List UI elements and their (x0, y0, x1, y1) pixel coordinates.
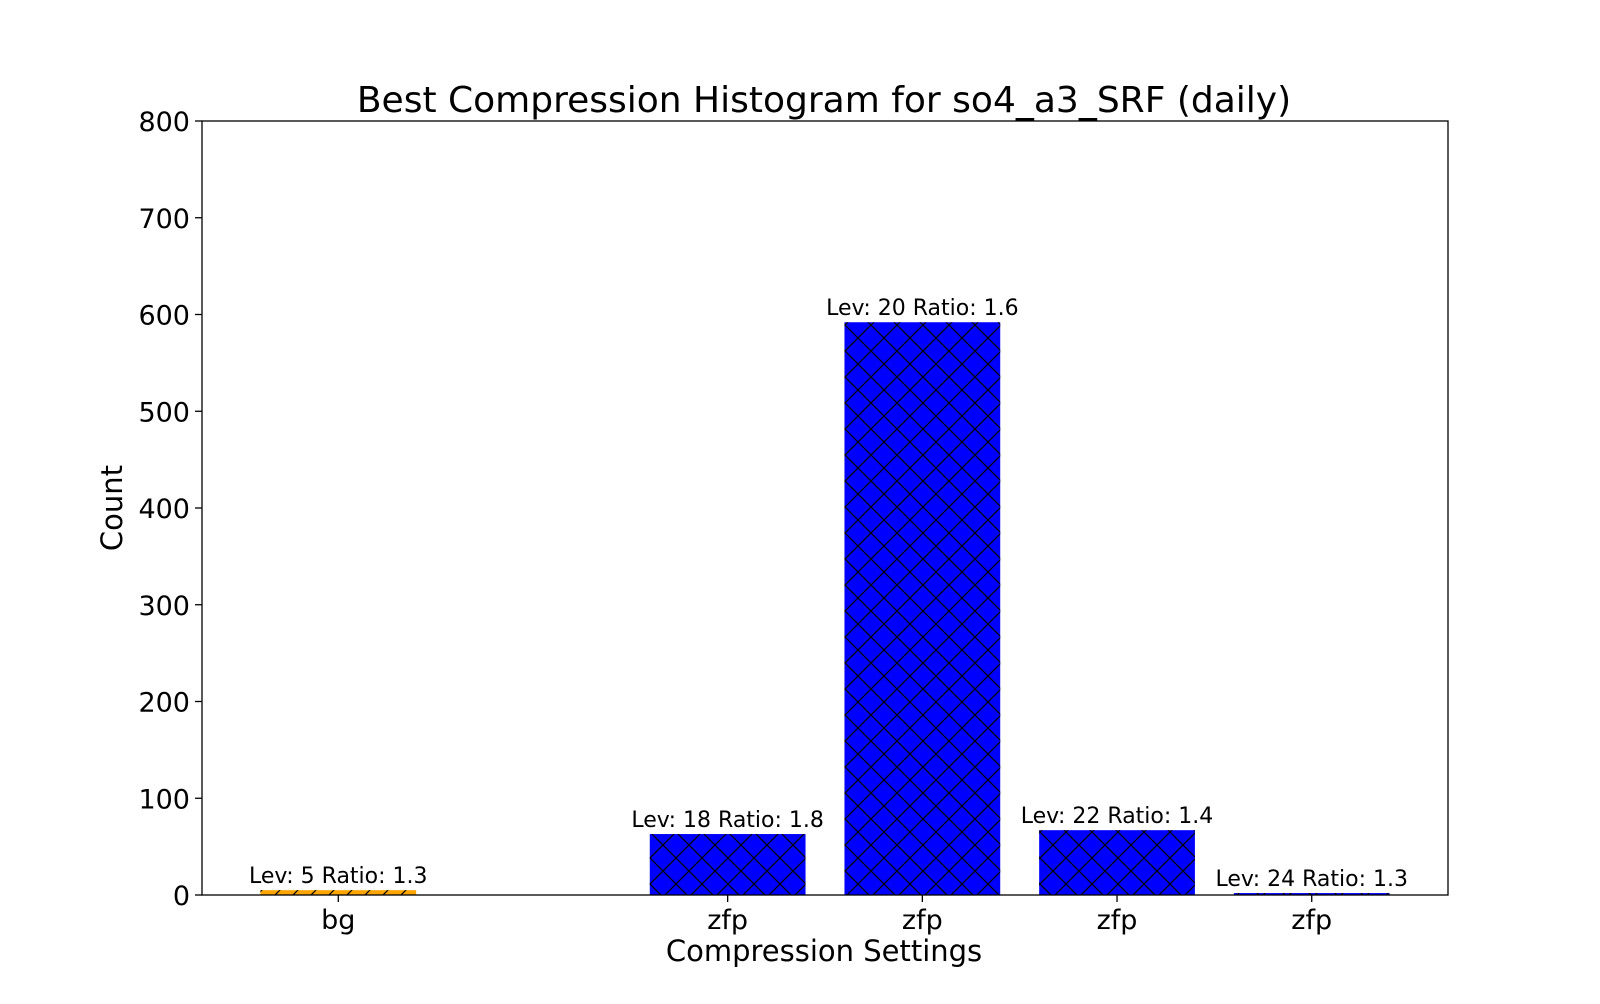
bar-hatch-1 (649, 834, 806, 895)
chart-title: Best Compression Histogram for so4_a3_SR… (357, 80, 1291, 121)
y-tick-label-4: 400 (138, 494, 190, 525)
y-tick-label-1: 100 (138, 784, 190, 815)
plot-area-frame (201, 120, 1449, 896)
bar-hatch-0 (260, 890, 417, 895)
y-tick-label-5: 500 (138, 397, 190, 428)
bar-label-4: Lev: 24 Ratio: 1.3 (1215, 867, 1408, 892)
x-axis-title: Compression Settings (666, 934, 982, 968)
x-tick-label-1: zfp (707, 905, 748, 936)
bar-label-1: Lev: 18 Ratio: 1.8 (631, 808, 824, 833)
y-axis: 0 100 200 300 400 500 600 700 800 (138, 107, 202, 912)
bar-hatch-3 (1039, 830, 1195, 895)
x-axis: bg zfp zfp zfp zfp (321, 895, 1332, 936)
y-tick-label-8: 800 (138, 107, 190, 138)
x-tick-label-0: bg (321, 905, 355, 936)
x-tick-label-2: zfp (902, 905, 943, 936)
bar-label-3: Lev: 22 Ratio: 1.4 (1021, 804, 1214, 829)
bar-label-0: Lev: 5 Ratio: 1.3 (249, 864, 428, 889)
bar-label-2: Lev: 20 Ratio: 1.6 (826, 296, 1019, 321)
bar-hatch-2 (844, 322, 1001, 895)
y-tick-label-0: 0 (173, 881, 190, 912)
y-tick-label-7: 700 (138, 204, 190, 235)
y-axis-title: Count (95, 465, 129, 551)
x-tick-label-3: zfp (1097, 905, 1138, 936)
y-tick-label-6: 600 (138, 301, 190, 332)
y-tick-label-2: 200 (138, 688, 190, 719)
bar-hatch-4 (1233, 893, 1390, 895)
bars-layer (260, 322, 1390, 895)
bar-labels-layer: Lev: 5 Ratio: 1.3 Lev: 18 Ratio: 1.8 Lev: … (249, 296, 1408, 892)
y-tick-label-3: 300 (138, 591, 190, 622)
x-tick-label-4: zfp (1291, 905, 1332, 936)
